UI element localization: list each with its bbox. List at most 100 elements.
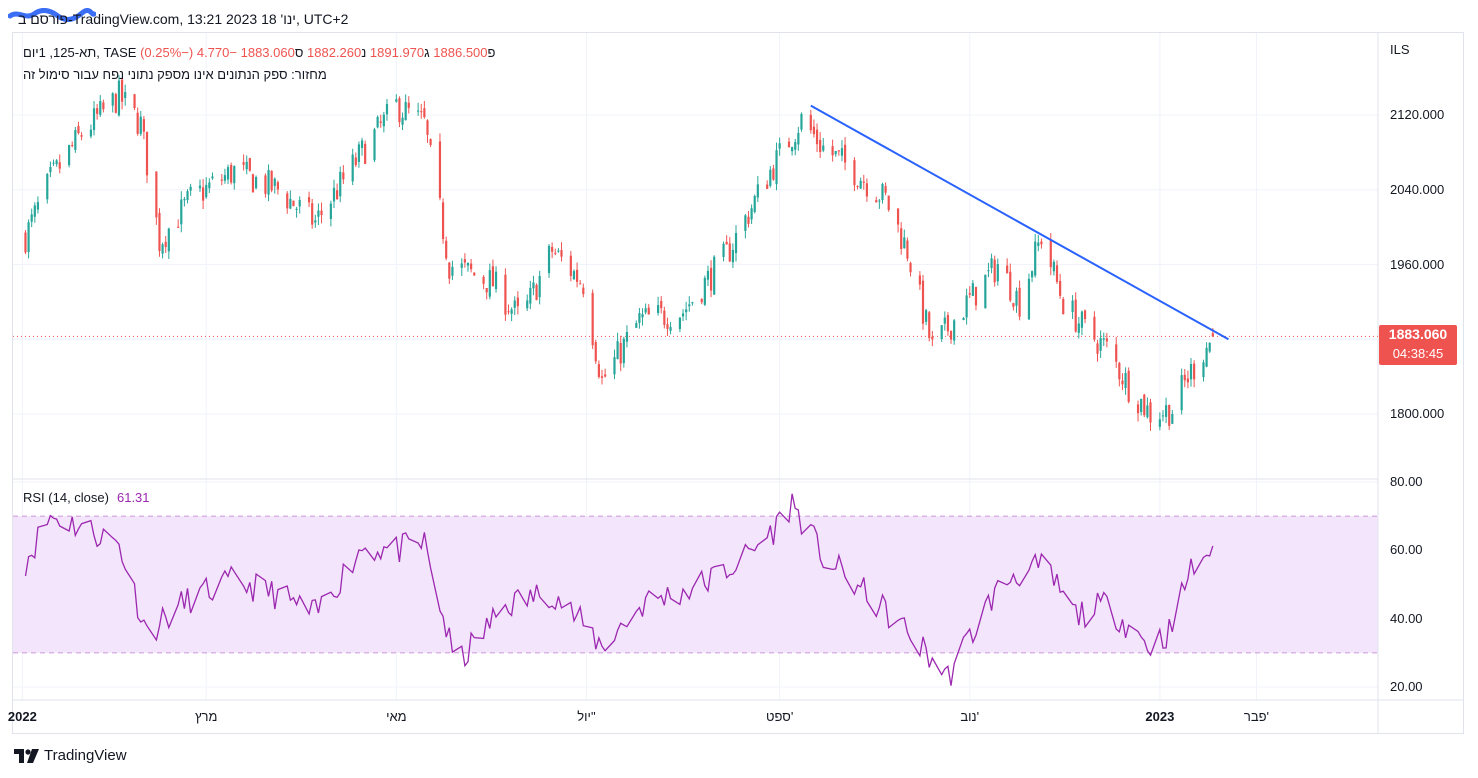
candle-body: [1168, 404, 1171, 426]
candle-body: [946, 315, 950, 332]
candle-body: [1027, 278, 1031, 320]
candle-body: [448, 262, 451, 279]
candle-body: [613, 357, 616, 375]
price-tick: 2120.000: [1390, 107, 1445, 122]
rsi-line: [24, 493, 1214, 686]
time-tick: יול": [577, 709, 596, 724]
rsi-tick: 40.00: [1390, 610, 1423, 626]
candle-body: [120, 79, 124, 102]
candle-body: [700, 299, 703, 303]
candle-body: [837, 150, 840, 152]
candle-body: [114, 94, 117, 113]
candle-body: [940, 325, 943, 339]
candle-body: [220, 179, 223, 181]
candle-body: [276, 182, 279, 190]
candle-body: [644, 308, 647, 313]
candle-body: [688, 304, 691, 307]
candle-body: [722, 243, 725, 257]
candle-body: [822, 145, 825, 151]
candle-body: [373, 129, 376, 161]
candle-body: [1146, 405, 1149, 418]
candle-body: [635, 323, 638, 328]
candle-body: [30, 214, 33, 222]
candle-body: [812, 126, 816, 135]
candle-body: [177, 226, 180, 228]
candle-body: [407, 102, 410, 108]
candle-body: [766, 184, 769, 189]
candle-body: [445, 240, 448, 259]
candle-body: [438, 141, 442, 198]
candle-body: [211, 176, 214, 179]
candle-body: [251, 174, 255, 193]
candle-body: [74, 130, 77, 150]
candle-body: [317, 210, 320, 217]
candle-body: [703, 277, 706, 305]
candle-body: [1034, 241, 1037, 276]
candle-body: [797, 132, 800, 145]
candle-body: [1102, 338, 1105, 340]
candle-body: [1115, 344, 1118, 362]
currency-label[interactable]: ILS: [1390, 42, 1410, 57]
candle-body: [117, 80, 121, 116]
time-tick: ספט': [765, 709, 794, 724]
candle-body: [713, 256, 716, 295]
candle-body: [55, 160, 58, 165]
candle-body: [267, 170, 270, 195]
candle-body: [865, 183, 869, 197]
rsi-legend[interactable]: RSI (14, close) 61.31: [23, 490, 150, 505]
candle-body: [404, 101, 407, 121]
candle-body: [155, 171, 158, 218]
candle-body: [494, 271, 498, 290]
candle-body: [878, 200, 881, 202]
candle-body: [466, 262, 470, 266]
candle-body: [709, 267, 713, 291]
candle-body: [535, 284, 538, 301]
candle-body: [875, 200, 878, 203]
candle-body: [1158, 419, 1161, 427]
candle-body: [1049, 239, 1052, 268]
candle-body: [557, 250, 560, 252]
candle-body: [289, 198, 292, 209]
last-price-value: 1883.060: [1388, 326, 1448, 342]
candle-body: [791, 147, 794, 152]
candle-body: [426, 120, 429, 135]
candle-body: [996, 264, 999, 282]
candle-body: [507, 311, 510, 313]
rsi-label: RSI (14, close): [23, 490, 109, 505]
candle-body: [183, 199, 186, 201]
candle-body: [756, 184, 759, 198]
candle-body: [379, 121, 382, 123]
candle-body: [925, 310, 928, 322]
candle-body: [900, 228, 903, 249]
candle-body: [1183, 374, 1186, 381]
candle-body: [248, 158, 251, 171]
candle-body: [769, 169, 772, 186]
candle-body: [311, 203, 314, 225]
candle-body: [1015, 291, 1018, 306]
rsi-tick: 60.00: [1390, 542, 1423, 558]
candle-body: [336, 190, 339, 200]
symbol-label[interactable]: תא-125, 1יום, TASE: [23, 45, 137, 60]
candle-body: [993, 259, 996, 283]
candle-body: [295, 208, 298, 210]
candle-body: [242, 162, 245, 165]
candle-body: [491, 266, 495, 287]
candle-body: [547, 245, 551, 274]
candle-body: [744, 215, 747, 231]
low-label: נ: [361, 45, 367, 60]
candle-body: [342, 172, 345, 180]
candle-body: [685, 309, 688, 313]
candle-body: [180, 199, 183, 225]
chart-frame[interactable]: [12, 32, 1464, 734]
candle-body: [189, 186, 192, 191]
rsi-band-fill: [13, 516, 1378, 653]
candle-body: [385, 103, 389, 115]
candle-body: [1074, 299, 1077, 332]
candle-body: [1009, 271, 1012, 301]
price-tick: 2040.000: [1390, 181, 1445, 197]
candle-body: [473, 272, 476, 276]
tradingview-logo[interactable]: TradingView: [14, 747, 127, 764]
candle-body: [89, 129, 93, 137]
candle-body: [909, 262, 912, 273]
